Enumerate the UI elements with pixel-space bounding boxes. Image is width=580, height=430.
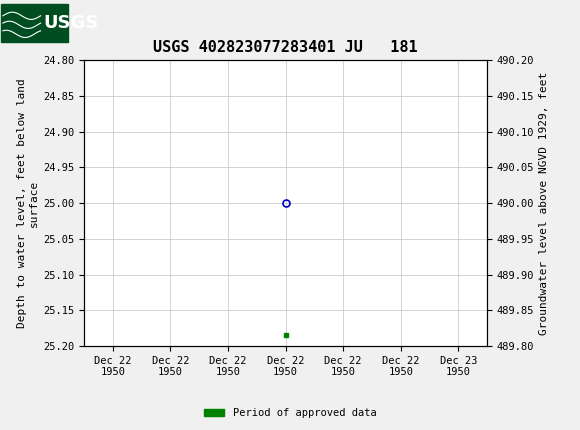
Bar: [1, 3, 68, 42]
Text: USGS: USGS: [44, 14, 99, 31]
Legend: Period of approved data: Period of approved data: [200, 404, 380, 423]
Y-axis label: Groundwater level above NGVD 1929, feet: Groundwater level above NGVD 1929, feet: [539, 71, 549, 335]
Title: USGS 402823077283401 JU   181: USGS 402823077283401 JU 181: [153, 40, 418, 55]
Y-axis label: Depth to water level, feet below land
surface: Depth to water level, feet below land su…: [17, 78, 39, 328]
